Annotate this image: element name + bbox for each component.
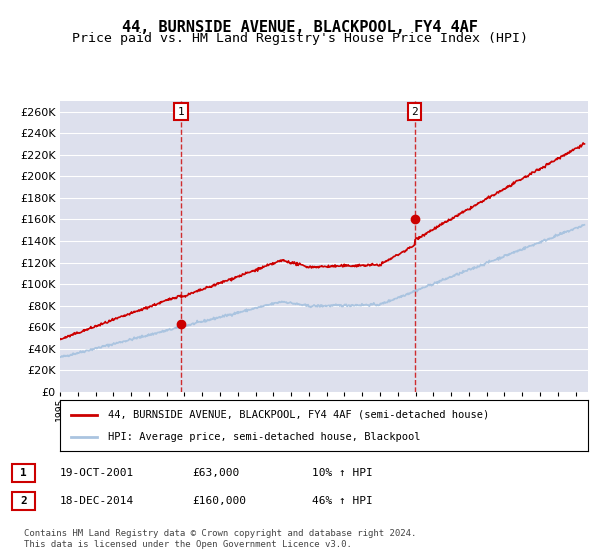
- Text: 46% ↑ HPI: 46% ↑ HPI: [312, 496, 373, 506]
- Text: 44, BURNSIDE AVENUE, BLACKPOOL, FY4 4AF (semi-detached house): 44, BURNSIDE AVENUE, BLACKPOOL, FY4 4AF …: [107, 409, 489, 419]
- Text: 10% ↑ HPI: 10% ↑ HPI: [312, 468, 373, 478]
- Text: Price paid vs. HM Land Registry's House Price Index (HPI): Price paid vs. HM Land Registry's House …: [72, 32, 528, 45]
- Text: 44, BURNSIDE AVENUE, BLACKPOOL, FY4 4AF: 44, BURNSIDE AVENUE, BLACKPOOL, FY4 4AF: [122, 20, 478, 35]
- Text: 19-OCT-2001: 19-OCT-2001: [60, 468, 134, 478]
- Text: 1: 1: [178, 106, 184, 116]
- Text: 2: 2: [20, 496, 27, 506]
- Text: £63,000: £63,000: [192, 468, 239, 478]
- Text: 18-DEC-2014: 18-DEC-2014: [60, 496, 134, 506]
- Text: 2: 2: [411, 106, 418, 116]
- Text: 1: 1: [20, 468, 27, 478]
- Text: £160,000: £160,000: [192, 496, 246, 506]
- Text: HPI: Average price, semi-detached house, Blackpool: HPI: Average price, semi-detached house,…: [107, 432, 420, 442]
- Text: Contains HM Land Registry data © Crown copyright and database right 2024.
This d: Contains HM Land Registry data © Crown c…: [24, 529, 416, 549]
